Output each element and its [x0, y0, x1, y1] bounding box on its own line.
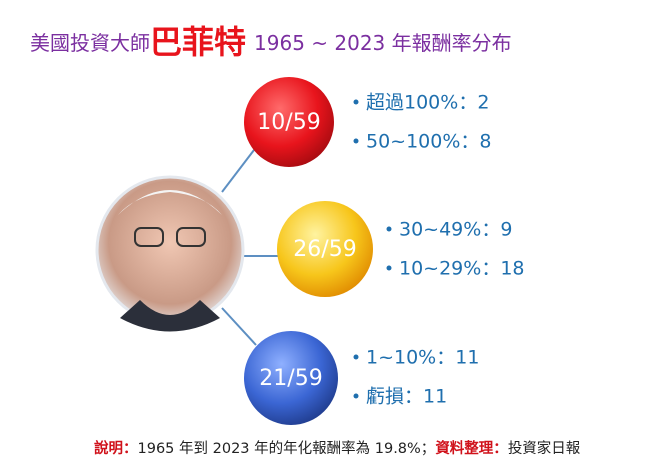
node-item: 50~100%：8: [366, 131, 492, 153]
connectors: [221, 149, 278, 346]
title-name: 巴菲特: [150, 23, 246, 61]
title-suffix: 1965 ~ 2023 年報酬率分布: [254, 31, 512, 55]
connector: [221, 149, 255, 193]
bullet: [353, 354, 359, 360]
bullets: [353, 99, 392, 399]
node-item: 30~49%：9: [399, 219, 512, 241]
bullet: [353, 99, 359, 105]
node-circle: [277, 201, 373, 297]
bullet: [353, 393, 359, 399]
title-prefix: 美國投資大師: [30, 31, 150, 55]
footer: 說明：1965 年到 2023 年的年化報酬率為 19.8%；資料整理：投資家日…: [94, 439, 581, 457]
node-item: 虧損：11: [366, 386, 447, 408]
node-label: 21/59: [259, 366, 322, 391]
node-item: 1~10%：11: [366, 347, 479, 369]
node-label: 10/59: [257, 110, 320, 135]
node-item: 超過100%：2: [366, 92, 489, 114]
connector: [221, 307, 257, 346]
footer-note: 1965 年到 2023 年的年化報酬率為 19.8%；: [138, 440, 436, 457]
bullet: [353, 138, 359, 144]
suit: [120, 300, 220, 332]
node-item: 10~29%：18: [399, 258, 525, 280]
footer-note-label: 說明：: [94, 439, 138, 457]
node-circle: [244, 77, 334, 167]
portrait: [95, 175, 245, 332]
footer-source: 投資家日報: [508, 440, 581, 457]
footer-source-label: 資料整理：: [435, 439, 508, 457]
glasses: [176, 227, 206, 247]
bullet: [386, 226, 392, 232]
node-label: 26/59: [293, 237, 356, 262]
portrait-frame: [95, 175, 245, 325]
bullet: [386, 265, 392, 271]
title: 美國投資大師巴菲特 1965 ~ 2023 年報酬率分布: [30, 23, 512, 61]
hair: [118, 190, 222, 215]
glasses: [134, 227, 164, 247]
node-circle: [244, 331, 338, 425]
